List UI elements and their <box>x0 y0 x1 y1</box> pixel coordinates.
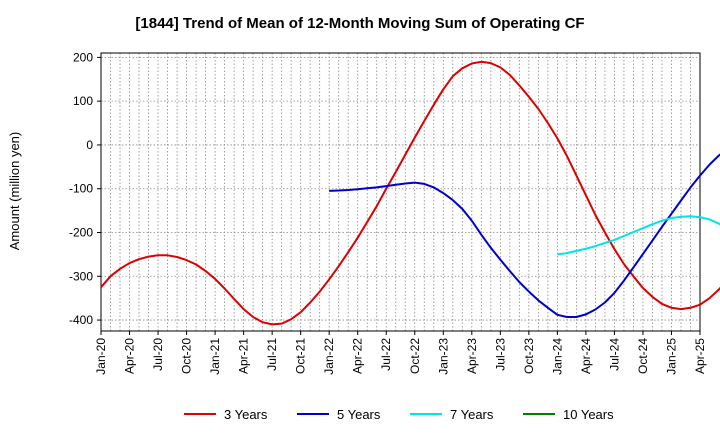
series-line-5-years <box>329 153 720 318</box>
y-tick-label: -200 <box>69 225 93 239</box>
y-axis-label: Amount (million yen) <box>7 132 22 251</box>
grid <box>101 53 700 331</box>
x-tick-label: Apr-21 <box>237 338 251 374</box>
x-axis: Jan-20 Apr-20 Jul-20 Oct-20 Jan-21 Apr-21 Jul-… <box>94 331 707 375</box>
x-tick-label: Apr-25 <box>693 338 707 374</box>
x-tick-label: Jul-20 <box>151 338 165 371</box>
series-line-7-years <box>557 215 720 256</box>
y-tick-label: -300 <box>69 269 93 283</box>
y-tick-label: 100 <box>73 94 93 108</box>
x-tick-label: Jul-22 <box>379 338 393 371</box>
x-tick-label: Oct-24 <box>636 338 650 374</box>
legend: 3 Years 5 Years 7 Years 10 Years <box>184 407 614 422</box>
series-line-3-years <box>100 60 720 326</box>
x-tick-label: Jul-21 <box>265 338 279 371</box>
x-tick-label: Oct-20 <box>180 338 194 374</box>
y-tick-label: -400 <box>69 313 93 327</box>
x-tick-label: Jan-23 <box>436 338 450 375</box>
x-tick-label: Apr-20 <box>123 338 137 374</box>
x-tick-label: Jan-22 <box>322 338 336 375</box>
x-tick-label: Oct-22 <box>408 338 422 374</box>
x-tick-label: Jan-21 <box>208 338 222 375</box>
legend-label: 10 Years <box>563 407 614 422</box>
x-tick-label: Jul-24 <box>607 338 621 371</box>
x-tick-label: Apr-24 <box>579 338 593 374</box>
legend-label: 7 Years <box>450 407 494 422</box>
x-tick-label: Oct-21 <box>294 338 308 374</box>
legend-label: 5 Years <box>337 407 381 422</box>
y-axis: -400 -300 -200 -100 0 100 200 <box>69 50 101 327</box>
chart-title: [1844] Trend of Mean of 12-Month Moving … <box>135 15 584 32</box>
series-lines <box>100 60 720 326</box>
x-tick-label: Jan-25 <box>664 338 678 375</box>
x-tick-label: Jul-23 <box>493 338 507 371</box>
x-tick-label: Jan-20 <box>94 338 108 375</box>
x-tick-label: Apr-23 <box>465 338 479 374</box>
x-tick-label: Jan-24 <box>550 338 564 375</box>
y-tick-label: 0 <box>86 138 93 152</box>
x-tick-label: Apr-22 <box>351 338 365 374</box>
y-tick-label: -100 <box>69 182 93 196</box>
x-tick-label: Oct-23 <box>522 338 536 374</box>
legend-label: 3 Years <box>224 407 268 422</box>
y-tick-label: 200 <box>73 50 93 64</box>
plot-frame <box>100 52 701 332</box>
